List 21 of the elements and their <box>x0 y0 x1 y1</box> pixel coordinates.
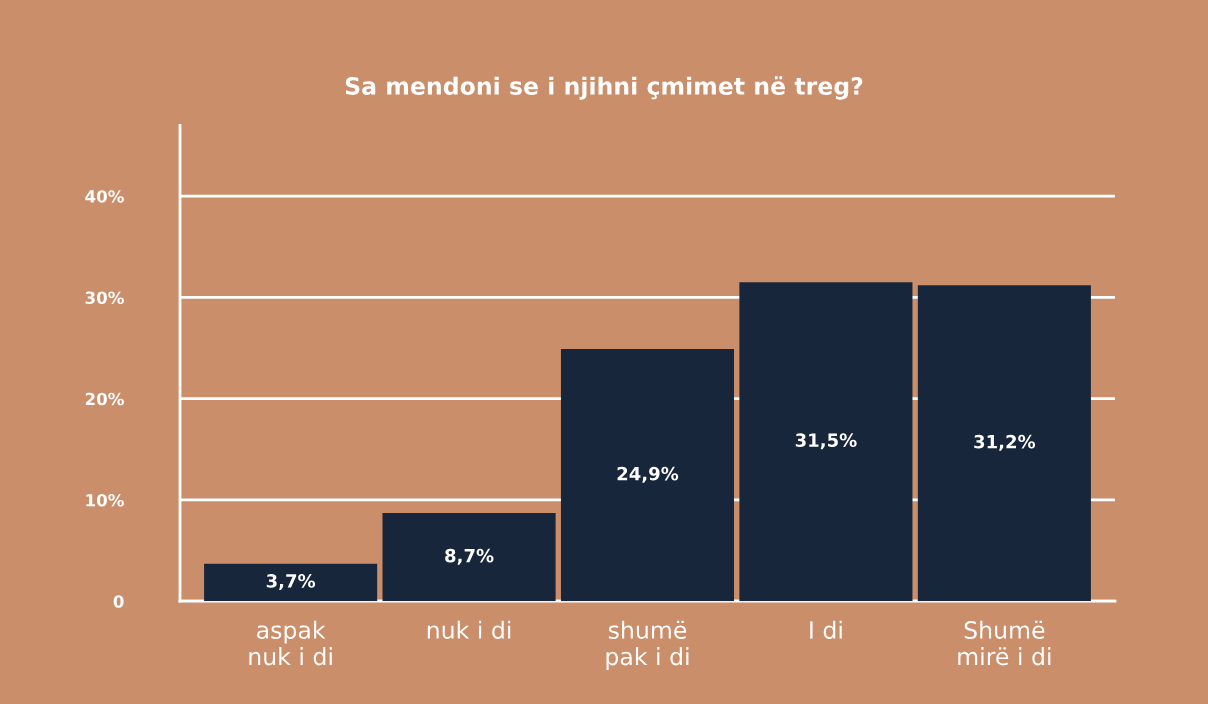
bar <box>560 349 735 602</box>
data-label: 31,2% <box>974 434 1036 451</box>
y-tick-label: 40% <box>85 190 124 203</box>
y-tick-label: 30% <box>85 291 124 305</box>
y-tick-label: 10% <box>86 493 124 507</box>
x-tick-label: Shumë mirë i di <box>958 620 1051 666</box>
x-tick-label: shumë pak i di <box>606 620 689 670</box>
bar <box>204 563 378 602</box>
y-tick-label: 20% <box>85 392 124 406</box>
y-tick-label: 0 <box>113 595 124 608</box>
x-tick-label: aspak nuk i di <box>249 620 332 666</box>
bar <box>739 282 913 602</box>
data-label: 31,5% <box>795 433 857 450</box>
x-tick-label: nuk i di <box>427 620 511 639</box>
bar <box>382 513 556 602</box>
data-label: 8,7% <box>445 548 494 565</box>
x-tick-label: I di <box>810 620 842 639</box>
bar <box>917 285 1091 602</box>
data-label: 24,9% <box>617 466 679 483</box>
chart-title: Sa mendoni se i njihni çmimet në treg? <box>345 76 863 100</box>
data-label: 3,7% <box>266 574 316 591</box>
